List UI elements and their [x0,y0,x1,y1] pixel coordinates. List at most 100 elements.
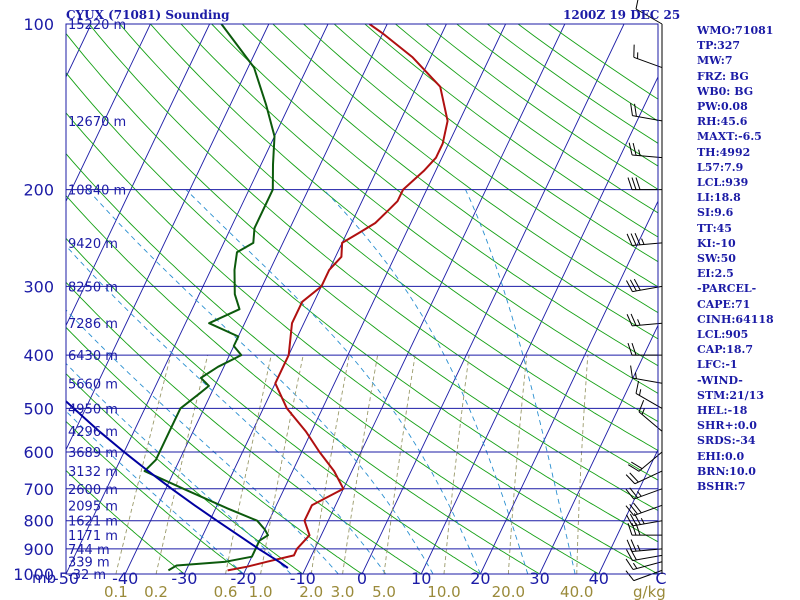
isotherm-line [420,75,658,574]
pressure-tick-label: 300 [23,277,54,296]
isotherm-line [243,24,507,574]
temperature-tick-label: 0 [357,569,367,588]
temperature-profile-line [227,24,449,572]
mixing-ratio-label: 20.0 [492,583,525,600]
sounding-indices-panel: WMO:71081 TP:327 MW:7 FRZ: BG WB0: BG PW:0.08… [697,23,797,494]
wind-barb [625,487,663,500]
sounding-index-item: L57:7.9 [697,160,744,174]
height-label: 7286 m [68,317,118,332]
sounding-index-item: SW:50 [697,252,736,266]
height-label: 4296 m [68,425,118,440]
isotherm-line [539,324,658,574]
sounding-index-item: STM:21/13 [697,388,764,402]
isotherm-line [66,24,151,203]
isotherm-line [183,24,447,574]
wind-barb [628,142,663,159]
temperature-tick-label: 30 [529,569,549,588]
sounding-index-item: LFC:-1 [697,358,738,372]
isotherm-line [66,24,211,327]
sounding-index-item: LI:18.8 [697,191,741,205]
height-label: 3689 m [68,446,118,461]
sounding-index-item: SRDS:-34 [697,434,756,448]
sounding-index-item: RH:45.6 [697,115,748,129]
sounding-index-item: BRN:10.0 [697,464,756,478]
height-label: 744 m [68,543,110,558]
sounding-index-item: EHI:0.0 [697,449,745,463]
mixing-ratio-label: 10.0 [427,583,460,600]
height-label: 1171 m [68,529,118,544]
height-label: 9420 m [68,237,118,252]
wind-barb [635,0,663,25]
dry-adiabat-line [66,281,422,574]
dry-adiabat-line [180,24,658,394]
sounding-index-item: CINH:64118 [697,312,774,326]
pressure-tick-label: 100 [23,15,54,34]
mixing-ratio-label: 0.6 [214,583,238,600]
sounding-index-item: CAPE:71 [697,297,751,311]
sounding-index-item: MAXT:-6.5 [697,130,762,144]
dry-adiabat-line [66,112,658,574]
wind-profile [625,0,663,582]
dry-adiabat-line [66,237,481,574]
height-labels: 15220 m 12670 m 10840 m 9420 m 8250 m 7286 m 6… [68,18,126,583]
sounding-index-item: BSHR:7 [697,480,746,494]
temperature-tick-label: 20 [470,569,490,588]
mixing-ratio-label: 3.0 [331,583,355,600]
height-label: 8250 m [68,280,118,295]
dry-adiabat-line [119,24,658,451]
pressure-tick-label: 400 [23,346,54,365]
wind-barb [626,539,663,552]
dry-adiabat-line [66,194,540,574]
observation-time: 1200Z 19 DEC 25 [563,8,681,22]
pressure-tick-label: 600 [23,443,54,462]
dry-adiabat-line [66,469,185,574]
isotherm-line [598,448,658,574]
sounding-index-item: -WIND- [697,373,743,387]
dry-adiabat-line [303,24,658,288]
height-label: 4950 m [68,402,118,417]
sounding-index-item: -PARCEL- [697,282,757,296]
height-label: 339 m [68,556,110,571]
dry-adiabat-line [66,153,600,574]
sounding-index-item: CAP:18.7 [697,343,754,357]
pressure-tick-label: 800 [23,512,54,531]
dry-adiabat-line [150,24,658,423]
height-label: -32 m [68,568,106,583]
height-label: 2095 m [68,499,118,514]
wind-barb [627,177,662,191]
pressure-axis-label: mb [32,569,56,587]
sounding-index-item: PW:0.08 [697,100,748,114]
pressure-tick-label: 500 [23,399,54,418]
plot-border [65,23,659,575]
dry-adiabat-line [241,24,658,340]
wind-barb [625,470,663,485]
dry-adiabat-line [66,32,658,512]
dry-adiabat-line [211,24,658,367]
station-title: CYUX (71081) Sounding [66,8,230,22]
thermo-grid [66,24,658,574]
moist-adiabat-line [465,189,576,574]
pressure-tick-label: 1000 [13,565,54,584]
height-label: 3132 m [68,465,118,480]
profile-lines [66,24,449,572]
sounding-index-item: LCL:939 [697,176,749,190]
mixing-ratio-unit: g/kg [633,583,666,600]
sounding-index-item: TP:327 [697,39,741,53]
pressure-tick-label: 200 [23,181,54,200]
wind-barb [630,365,663,384]
sounding-index-item: WB0: BG [697,84,754,98]
wind-barb [633,44,663,69]
wind-barb [626,313,663,327]
sounding-index-item: TH:4992 [697,145,751,159]
dry-adiabat-line [333,24,658,263]
dry-adiabat-line [66,420,244,574]
isotherm-line [479,200,658,574]
wind-barb [625,513,663,527]
height-label: 15220 m [68,18,126,33]
height-label: 2600 m [68,483,118,498]
mixing-ratio-label: 2.0 [299,583,323,600]
wind-barb [627,342,662,356]
height-label: 5660 m [68,377,118,392]
